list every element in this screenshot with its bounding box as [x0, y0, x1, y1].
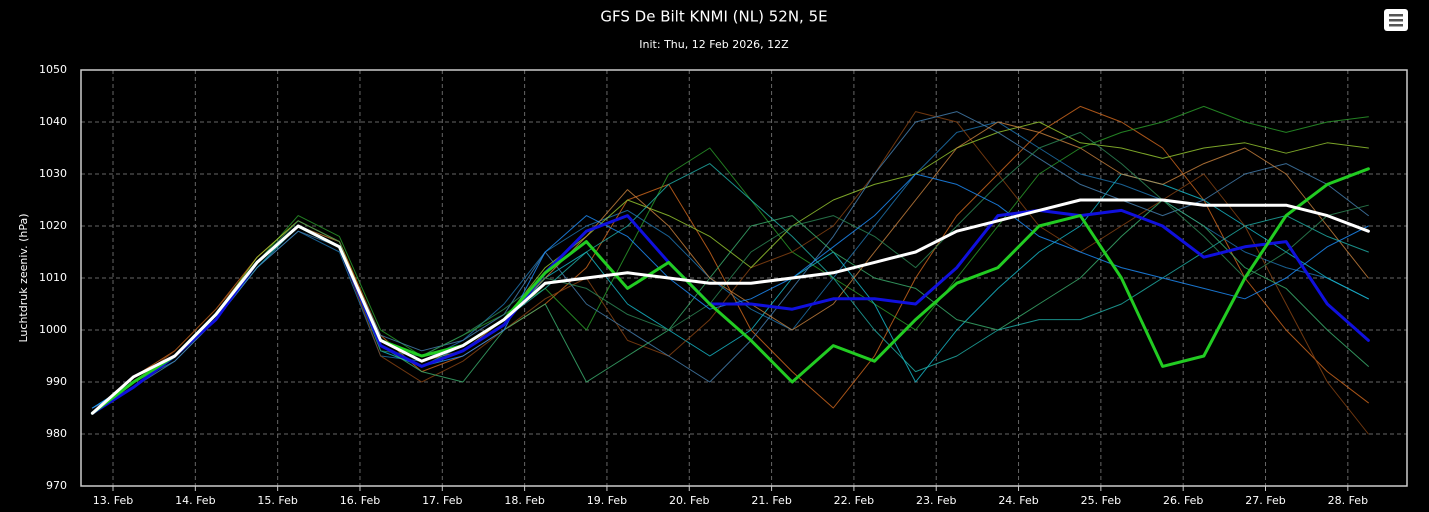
- menu-button[interactable]: [1384, 9, 1408, 31]
- x-tick-label: 18. Feb: [504, 494, 544, 507]
- series-line: [91, 111, 1369, 409]
- y-tick-label: 1030: [39, 167, 67, 180]
- x-tick-label: 15. Feb: [257, 494, 297, 507]
- series-line: [91, 105, 1369, 414]
- menu-icon-bar: [1389, 14, 1403, 17]
- y-tick-label: 1050: [39, 63, 67, 76]
- series-line: [90, 198, 1370, 415]
- y-tick-label: 970: [46, 479, 67, 492]
- chart-title: GFS De Bilt KNMI (NL) 52N, 5E: [600, 8, 827, 26]
- y-tick-label: 990: [46, 375, 67, 388]
- x-tick-label: 16. Feb: [340, 494, 380, 507]
- y-tick-label: 1010: [39, 271, 67, 284]
- menu-icon-bar: [1389, 24, 1403, 27]
- x-tick-label: 14. Feb: [175, 494, 215, 507]
- x-tick-label: 27. Feb: [1245, 494, 1285, 507]
- x-tick-label: 21. Feb: [751, 494, 791, 507]
- y-tick-label: 1020: [39, 219, 67, 232]
- x-tick-label: 20. Feb: [669, 494, 709, 507]
- x-tick-label: 13. Feb: [93, 494, 133, 507]
- x-tick-label: 24. Feb: [998, 494, 1038, 507]
- x-tick-label: 23. Feb: [916, 494, 956, 507]
- x-tick-label: 28. Feb: [1328, 494, 1368, 507]
- y-tick-label: 980: [46, 427, 67, 440]
- x-tick-label: 26. Feb: [1163, 494, 1203, 507]
- plot-area: 970 980 990 1000 1010 1020 1030 1040 1050 13. Feb…: [39, 63, 1408, 507]
- plot-border: [80, 69, 1408, 487]
- menu-icon-bar: [1389, 19, 1403, 22]
- y-tick-label: 1000: [39, 323, 67, 336]
- x-tick-label: 17. Feb: [422, 494, 462, 507]
- series-line: [91, 131, 1369, 414]
- y-axis-title: Luchtdruk zeeniv. (hPa): [17, 213, 30, 342]
- x-tick-label: 19. Feb: [587, 494, 627, 507]
- x-tick-label: 25. Feb: [1081, 494, 1121, 507]
- chart-subtitle: Init: Thu, 12 Feb 2026, 12Z: [639, 38, 789, 51]
- y-tick-label: 1040: [39, 115, 67, 128]
- x-tick-label: 22. Feb: [834, 494, 874, 507]
